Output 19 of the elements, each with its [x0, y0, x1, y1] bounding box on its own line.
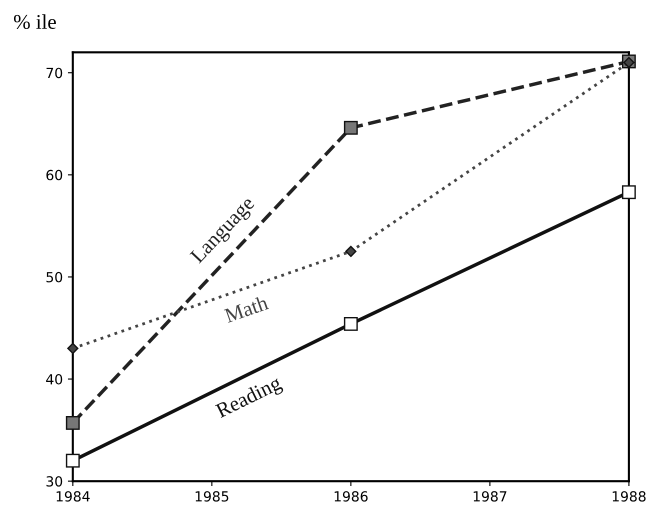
point: [66, 454, 80, 468]
point: [344, 120, 358, 135]
y-tick-label: 50: [46, 272, 62, 282]
point: [345, 246, 356, 258]
point: [67, 342, 78, 354]
y-tick-label: 60: [46, 170, 62, 180]
y-tick-label: 30: [46, 476, 62, 487]
point: [66, 416, 80, 430]
y-tick-label: 70: [46, 68, 62, 78]
x-tick-label: 1987: [474, 491, 506, 502]
text: Math: [224, 294, 270, 323]
point: [344, 316, 358, 331]
x-tick-label: 1984: [56, 491, 90, 502]
y-axis-title: % ile: [14, 14, 56, 30]
y-tick-label: 40: [46, 374, 62, 385]
point: [622, 185, 636, 200]
x-tick-label: 1985: [196, 491, 228, 502]
x-tick-label: 1986: [334, 491, 368, 502]
x-tick-label: 1988: [612, 491, 646, 502]
